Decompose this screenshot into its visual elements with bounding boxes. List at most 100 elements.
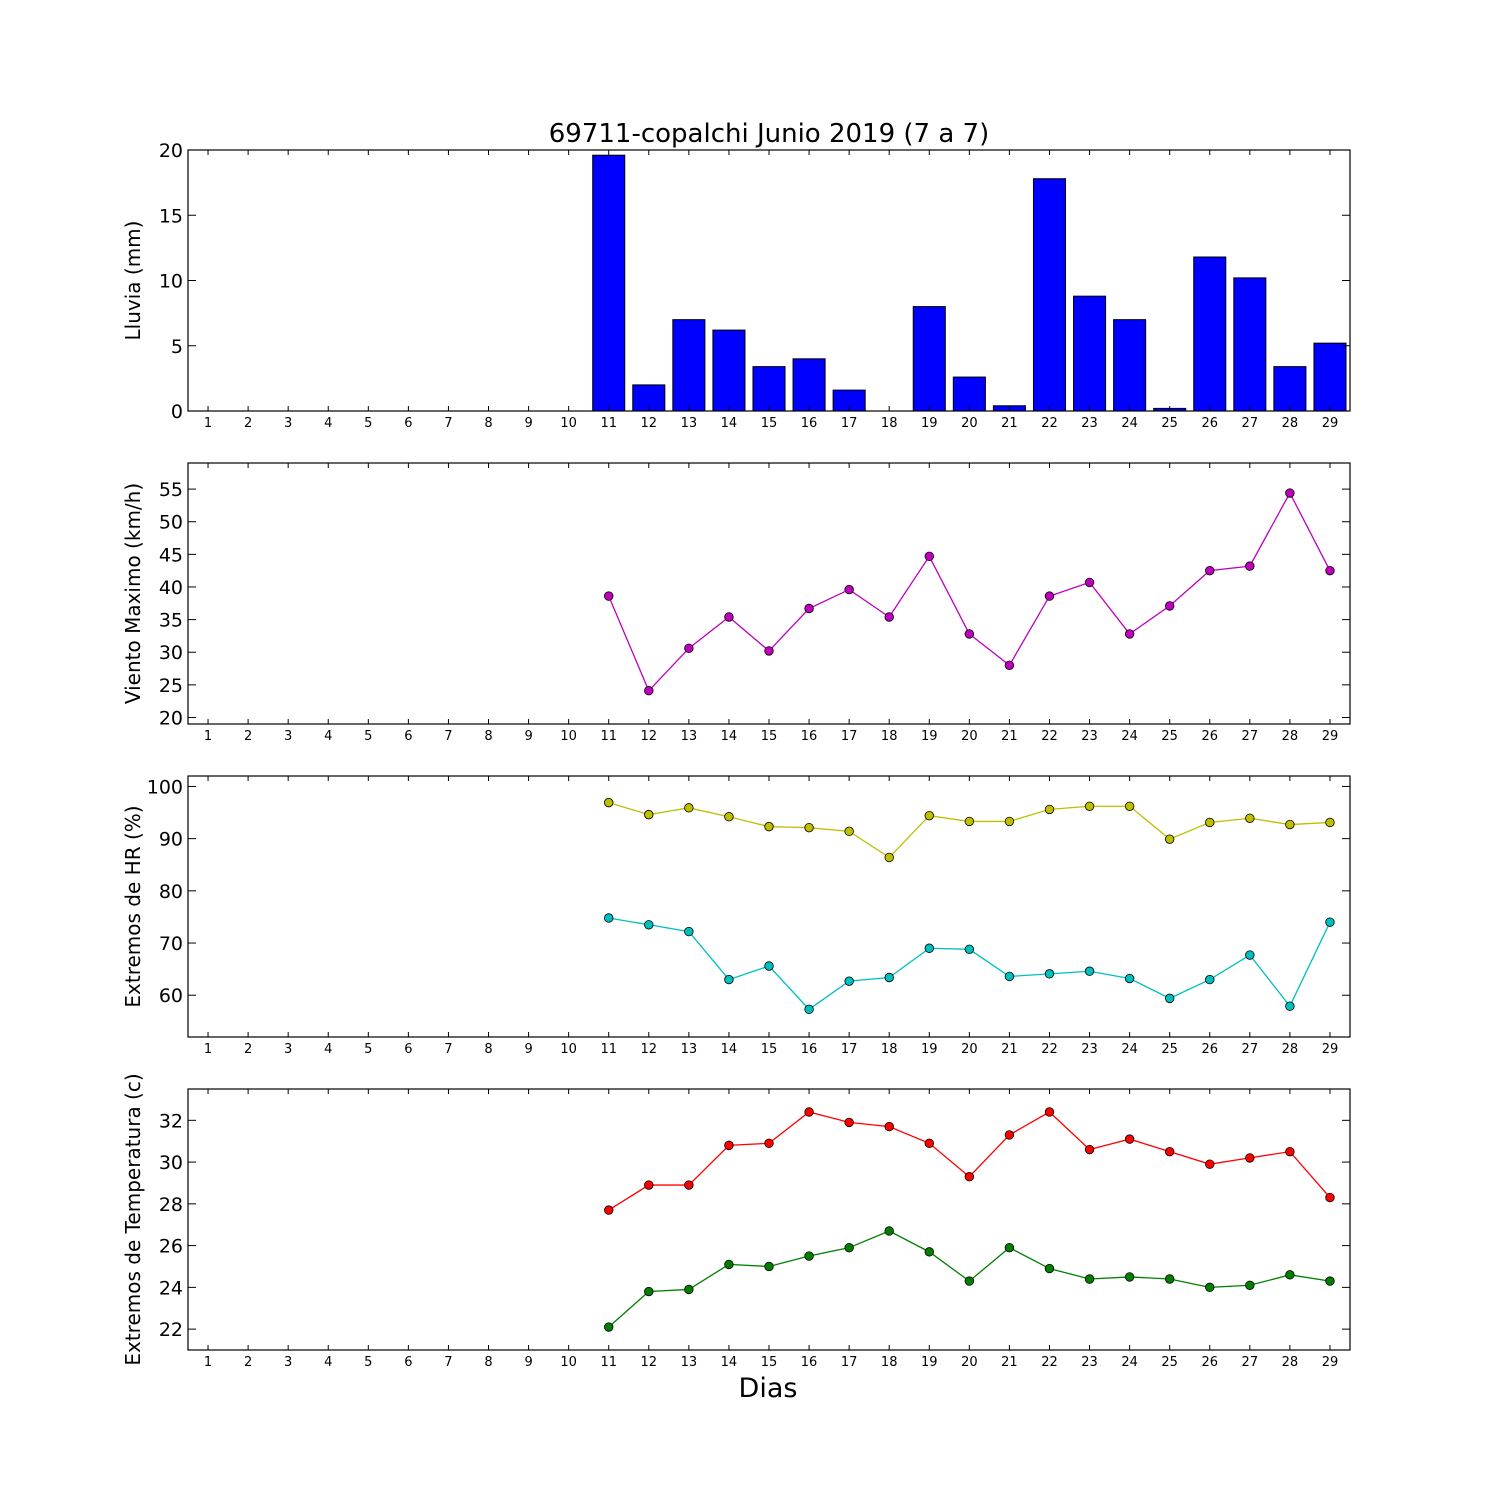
data-point-1-day-15 xyxy=(764,1138,774,1148)
x-tick-label: 12 xyxy=(641,416,658,431)
bar-day-24 xyxy=(1113,319,1147,412)
bar-day-28 xyxy=(1273,366,1307,412)
x-tick-label: 7 xyxy=(444,1042,452,1057)
x-tick-label: 3 xyxy=(284,416,292,431)
data-point-1-day-13 xyxy=(684,643,694,654)
x-tick-label: 7 xyxy=(444,416,452,431)
chart-panels: 1 2 3 4 5 6 7 8 9 10 11 12 13 14 15 16 17 18 19 20 21 22 23 24 2… xyxy=(121,140,1351,1370)
x-tick-label: 22 xyxy=(1041,1042,1058,1057)
data-point-2-day-12 xyxy=(644,1286,654,1297)
data-point-1-day-25 xyxy=(1164,834,1175,844)
y-tick-label: 80 xyxy=(159,881,183,903)
x-tick-label: 14 xyxy=(721,729,738,744)
x-tick-label: 21 xyxy=(1001,1355,1018,1370)
data-point-2-day-26 xyxy=(1205,974,1215,985)
data-point-1-day-11 xyxy=(604,1205,614,1215)
data-point-1-day-26 xyxy=(1205,565,1215,576)
x-tick-label: 5 xyxy=(364,1355,372,1370)
data-point-1-day-13 xyxy=(684,803,694,813)
y-tick-label: 32 xyxy=(159,1110,183,1132)
data-point-1-day-22 xyxy=(1044,591,1055,601)
x-tick-label: 13 xyxy=(681,1042,698,1057)
x-tick-label: 18 xyxy=(881,1042,898,1057)
y-tick-label: 100 xyxy=(147,776,183,798)
x-tick-label: 10 xyxy=(560,1042,577,1057)
plot-frame xyxy=(187,462,1351,725)
x-tick-label: 19 xyxy=(921,1355,938,1370)
y-tick-label: 28 xyxy=(159,1194,183,1216)
data-point-2-day-14 xyxy=(724,974,734,985)
x-tick-label: 15 xyxy=(761,1355,778,1370)
x-tick-label: 6 xyxy=(404,1042,412,1057)
data-point-2-day-15 xyxy=(764,961,774,971)
x-tick-label: 18 xyxy=(881,1355,898,1370)
x-tick-label: 18 xyxy=(881,729,898,744)
x-tick-label: 16 xyxy=(801,1042,818,1057)
data-point-1-day-14 xyxy=(724,612,734,622)
data-point-1-day-29 xyxy=(1325,817,1335,828)
x-tick-label: 17 xyxy=(841,416,858,431)
x-tick-label: 14 xyxy=(721,1042,738,1057)
y-tick-label: 45 xyxy=(159,544,183,566)
x-tick-label: 15 xyxy=(761,416,778,431)
x-tick-label: 22 xyxy=(1041,416,1058,431)
plot-frame xyxy=(187,1088,1351,1351)
x-tick-label: 13 xyxy=(681,416,698,431)
data-point-1-day-14 xyxy=(724,812,734,822)
x-tick-label: 12 xyxy=(641,729,658,744)
chart-panel-1: 1 2 3 4 5 6 7 8 9 10 11 12 13 14 15 16 17 18 19 20 21 22 23 24 2… xyxy=(121,140,1351,431)
x-tick-label: 2 xyxy=(244,1355,252,1370)
x-tick-label: 9 xyxy=(524,416,532,431)
data-point-1-day-19 xyxy=(924,810,934,821)
data-point-1-day-22 xyxy=(1044,804,1055,815)
x-tick-label: 6 xyxy=(404,729,412,744)
data-point-2-day-28 xyxy=(1285,1270,1295,1280)
x-tick-label: 27 xyxy=(1242,1355,1259,1370)
x-tick-label: 15 xyxy=(761,729,778,744)
x-tick-label: 2 xyxy=(244,416,252,431)
x-tick-label: 2 xyxy=(244,729,252,744)
bar-day-23 xyxy=(1073,295,1107,412)
series-line-1 xyxy=(608,491,1331,692)
x-tick-label: 15 xyxy=(761,1042,778,1057)
data-point-2-day-26 xyxy=(1205,1282,1215,1293)
data-point-2-day-23 xyxy=(1084,1274,1095,1284)
x-tick-label: 28 xyxy=(1282,729,1299,744)
data-point-2-day-18 xyxy=(884,972,894,983)
data-point-2-day-20 xyxy=(964,944,975,955)
x-tick-label: 13 xyxy=(681,1355,698,1370)
data-point-1-day-18 xyxy=(884,612,894,622)
x-tick-label: 21 xyxy=(1001,416,1018,431)
data-point-1-day-22 xyxy=(1044,1107,1055,1117)
data-point-2-day-11 xyxy=(604,1322,614,1332)
x-tick-label: 29 xyxy=(1322,1042,1339,1057)
data-point-2-day-12 xyxy=(644,920,654,930)
data-point-2-day-14 xyxy=(724,1259,734,1270)
x-tick-label: 4 xyxy=(324,1355,332,1370)
data-point-1-day-17 xyxy=(844,584,854,595)
y-tick-label: 35 xyxy=(159,610,183,632)
data-point-1-day-20 xyxy=(964,1171,975,1182)
x-tick-label: 29 xyxy=(1322,416,1339,431)
data-point-1-day-29 xyxy=(1325,1192,1335,1203)
x-tick-label: 19 xyxy=(921,729,938,744)
data-point-2-day-20 xyxy=(964,1276,975,1286)
y-tick-label: 22 xyxy=(159,1319,183,1341)
data-point-1-day-11 xyxy=(604,591,614,601)
data-point-2-day-24 xyxy=(1124,973,1135,984)
x-tick-label: 10 xyxy=(560,729,577,744)
x-tick-label: 11 xyxy=(600,1355,617,1370)
data-point-2-day-27 xyxy=(1245,950,1255,960)
data-point-2-day-17 xyxy=(844,1242,854,1253)
data-point-2-day-21 xyxy=(1004,971,1015,982)
x-tick-label: 17 xyxy=(841,729,858,744)
x-tick-label: 21 xyxy=(1001,1042,1018,1057)
x-tick-label: 28 xyxy=(1282,1355,1299,1370)
x-tick-label: 16 xyxy=(801,416,818,431)
data-point-2-day-13 xyxy=(684,926,694,937)
x-tick-label: 27 xyxy=(1242,416,1259,431)
x-tick-label: 20 xyxy=(961,416,978,431)
x-tick-label: 9 xyxy=(524,1355,532,1370)
x-tick-label: 22 xyxy=(1041,729,1058,744)
y-tick-label: 20 xyxy=(159,140,183,162)
